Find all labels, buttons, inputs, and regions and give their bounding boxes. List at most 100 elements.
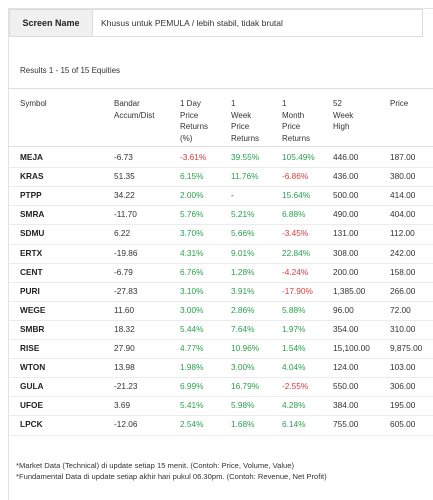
- column-header-d1[interactable]: 1 Day Price Returns (%): [180, 98, 208, 144]
- cell-w1: 5.98%: [231, 400, 255, 411]
- header-top-divider: [8, 88, 433, 89]
- column-header-m1[interactable]: 1 Month Price Returns: [282, 98, 310, 144]
- cell-w1: 11.76%: [231, 171, 259, 182]
- cell-symbol[interactable]: GULA: [20, 381, 44, 392]
- column-header-line: Returns: [231, 133, 260, 143]
- cell-d1: 1.98%: [180, 362, 204, 373]
- column-header-line: (%): [180, 133, 193, 143]
- cell-w1: 2.86%: [231, 304, 255, 315]
- cell-price: 195.00: [390, 400, 416, 411]
- cell-m1: 1.54%: [282, 343, 306, 353]
- table-row[interactable]: SMBR 18.32 5.44% 7.64% 1.97% 354.00 310.00: [0, 320, 433, 339]
- cell-symbol[interactable]: WTON: [20, 362, 46, 373]
- cell-symbol[interactable]: SMBR: [20, 323, 45, 334]
- cell-w52: 96.00: [333, 304, 354, 315]
- cell-d1: -3.61%: [180, 152, 207, 162]
- column-header-w52[interactable]: 52 Week High: [333, 98, 353, 133]
- cell-m1: 5.88%: [282, 304, 306, 315]
- cell-w52: 1,385.00: [333, 285, 366, 296]
- cell-w52: 308.00: [333, 247, 359, 258]
- column-header-w1[interactable]: 1 Week Price Returns: [231, 98, 259, 144]
- cell-price: 404.00: [390, 209, 416, 220]
- cell-w52: 15,100.00: [333, 343, 370, 353]
- cell-symbol[interactable]: WEGE: [20, 304, 46, 315]
- cell-symbol[interactable]: LPCK: [20, 419, 43, 430]
- cell-m1: -3.45%: [282, 228, 309, 239]
- cell-bandar: -6.79: [114, 266, 133, 277]
- cell-w1: 5.66%: [231, 228, 255, 239]
- cell-d1: 6.99%: [180, 381, 204, 392]
- table-row[interactable]: RISE 27.90 4.77% 10.96% 1.54% 15,100.00 9,875.…: [0, 339, 433, 358]
- cell-bandar: -6.73: [114, 152, 133, 162]
- cell-m1: 105.49%: [282, 152, 315, 162]
- column-header-line: Symbol: [20, 99, 47, 108]
- screen-name-label: Screen Name: [10, 10, 93, 36]
- cell-d1: 4.77%: [180, 343, 204, 353]
- cell-symbol[interactable]: CENT: [20, 266, 43, 277]
- row-divider: [8, 300, 433, 302]
- column-header-symbol[interactable]: Symbol: [20, 98, 47, 110]
- cell-m1: 4.04%: [282, 362, 306, 373]
- column-header-line: Price: [231, 122, 250, 131]
- cell-bandar: 11.60: [114, 304, 135, 315]
- cell-symbol[interactable]: KRAS: [20, 171, 44, 182]
- column-header-bandar[interactable]: Bandar Accum/Dist: [114, 98, 154, 121]
- cell-w52: 124.00: [333, 362, 359, 373]
- table-row[interactable]: SMRA -11.70 5.76% 5.21% 6.88% 490.00 404.00: [0, 205, 433, 224]
- table-row[interactable]: ERTX -19.86 4.31% 9.01% 22.84% 308.00 242.00: [0, 244, 433, 263]
- cell-m1: 1.97%: [282, 323, 306, 334]
- cell-bandar: -19.86: [114, 247, 138, 258]
- row-divider: [8, 339, 433, 340]
- cell-d1: 6.76%: [180, 266, 204, 277]
- column-header-line: 1: [231, 99, 236, 108]
- cell-price: 242.00: [390, 247, 416, 258]
- table-row[interactable]: WEGE 11.60 3.00% 2.86% 5.88% 96.00 72.00: [0, 301, 433, 320]
- table-row[interactable]: SDMU 6.22 3.70% 5.66% -3.45% 131.00 112.00: [0, 224, 433, 243]
- table-row[interactable]: KRAS 51.35 6.15% 11.76% -6.86% 436.00 380.00: [0, 167, 433, 186]
- cell-symbol[interactable]: RISE: [20, 343, 40, 353]
- cell-w52: 446.00: [333, 152, 359, 162]
- cell-symbol[interactable]: SDMU: [20, 228, 45, 239]
- cell-price: 187.00: [390, 152, 416, 162]
- column-header-line: 1 Day: [180, 99, 201, 108]
- cell-w1: 10.96%: [231, 343, 260, 353]
- cell-d1: 3.70%: [180, 228, 204, 239]
- screen-name-value[interactable]: Khusus untuk PEMULA / lebih stabil, tida…: [101, 18, 283, 28]
- column-header-price[interactable]: Price: [390, 98, 408, 110]
- table-row[interactable]: GULA -21.23 6.99% 16.79% -2.55% 550.00 306.00: [0, 377, 433, 396]
- cell-price: 72.00: [390, 304, 411, 315]
- cell-bandar: 27.90: [114, 343, 135, 353]
- cell-w52: 500.00: [333, 190, 359, 201]
- cell-price: 112.00: [390, 228, 415, 239]
- table-row[interactable]: LPCK -12.06 2.54% 1.68% 6.14% 755.00 605.00: [0, 415, 433, 434]
- cell-price: 414.00: [390, 190, 416, 201]
- table-row[interactable]: CENT -6.79 6.76% 1.28% -4.24% 200.00 158.00: [0, 263, 433, 282]
- table-row[interactable]: PURI -27.83 3.10% 3.91% -17.90% 1,385.00 266.0…: [0, 282, 433, 301]
- table-row[interactable]: MEJA -6.73 -3.61% 39.55% 105.49% 446.00 187.00: [0, 148, 433, 167]
- cell-symbol[interactable]: SMRA: [20, 209, 45, 220]
- cell-symbol[interactable]: MEJA: [20, 152, 44, 162]
- cell-w1: 5.21%: [231, 209, 255, 220]
- cell-w52: 354.00: [333, 323, 359, 334]
- cell-symbol[interactable]: UFOE: [20, 400, 44, 411]
- cell-w52: 490.00: [333, 209, 359, 220]
- row-divider: [8, 434, 433, 436]
- column-header-line: Returns: [282, 133, 311, 143]
- cell-w1: 3.00%: [231, 362, 255, 373]
- cell-symbol[interactable]: ERTX: [20, 247, 43, 258]
- cell-symbol[interactable]: PTPP: [20, 190, 42, 201]
- table-row[interactable]: PTPP 34.22 2.00% - 15.64% 500.00 414.00: [0, 186, 433, 205]
- cell-w52: 755.00: [333, 419, 359, 430]
- table-row[interactable]: UFOE 3.69 5.41% 5.98% 4.28% 384.00 195.00: [0, 396, 433, 415]
- cell-w1: 3.91%: [231, 285, 255, 296]
- header-bottom-divider: [8, 146, 433, 147]
- results-count: Results 1 - 15 of 15 Equities: [20, 66, 121, 75]
- row-divider: [8, 186, 433, 188]
- table-row[interactable]: WTON 13.98 1.98% 3.00% 4.04% 124.00 103.00: [0, 358, 433, 377]
- column-header-line: Bandar: [114, 99, 140, 108]
- cell-w1: 39.55%: [231, 152, 260, 162]
- cell-w1: -: [231, 190, 234, 201]
- column-header-line: Returns: [180, 122, 209, 131]
- screen-name-bar: Screen Name Khusus untuk PEMULA / lebih …: [9, 9, 423, 37]
- cell-symbol[interactable]: PURI: [20, 285, 40, 296]
